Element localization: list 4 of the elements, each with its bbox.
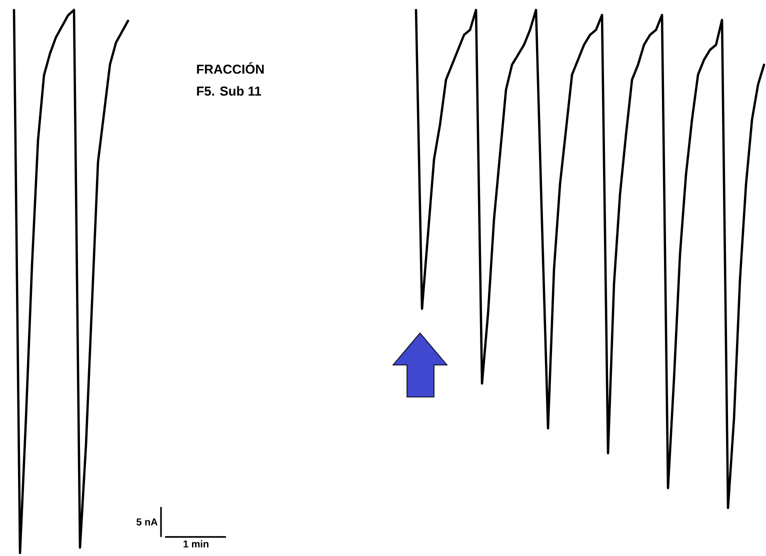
text: F5. Sub 11 <box>197 86 262 96</box>
text: FRACCIÓN <box>197 62 264 74</box>
text: 1 min <box>184 540 208 548</box>
text: 5 nA <box>136 518 158 526</box>
